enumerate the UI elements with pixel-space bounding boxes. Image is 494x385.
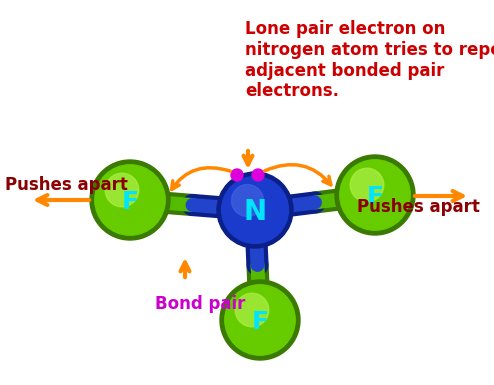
Circle shape	[90, 160, 170, 240]
Text: F: F	[122, 190, 138, 214]
Circle shape	[340, 160, 410, 230]
Text: Lone pair electron on
nitrogen atom tries to repel
adjacent bonded pair
electron: Lone pair electron on nitrogen atom trie…	[245, 20, 494, 100]
Text: Bond pair: Bond pair	[155, 295, 246, 313]
Circle shape	[217, 172, 293, 248]
Circle shape	[232, 184, 263, 216]
Circle shape	[252, 169, 264, 181]
Text: F: F	[367, 185, 383, 209]
Circle shape	[220, 280, 300, 360]
Text: N: N	[244, 198, 267, 226]
Circle shape	[335, 155, 415, 235]
Circle shape	[105, 173, 139, 207]
Circle shape	[95, 165, 165, 235]
Circle shape	[350, 168, 384, 202]
Text: F: F	[251, 310, 269, 334]
Circle shape	[225, 285, 295, 355]
Text: Pushes apart: Pushes apart	[357, 198, 480, 216]
Text: Pushes apart: Pushes apart	[5, 176, 128, 194]
Circle shape	[235, 293, 269, 327]
Circle shape	[222, 177, 288, 243]
Circle shape	[231, 169, 243, 181]
